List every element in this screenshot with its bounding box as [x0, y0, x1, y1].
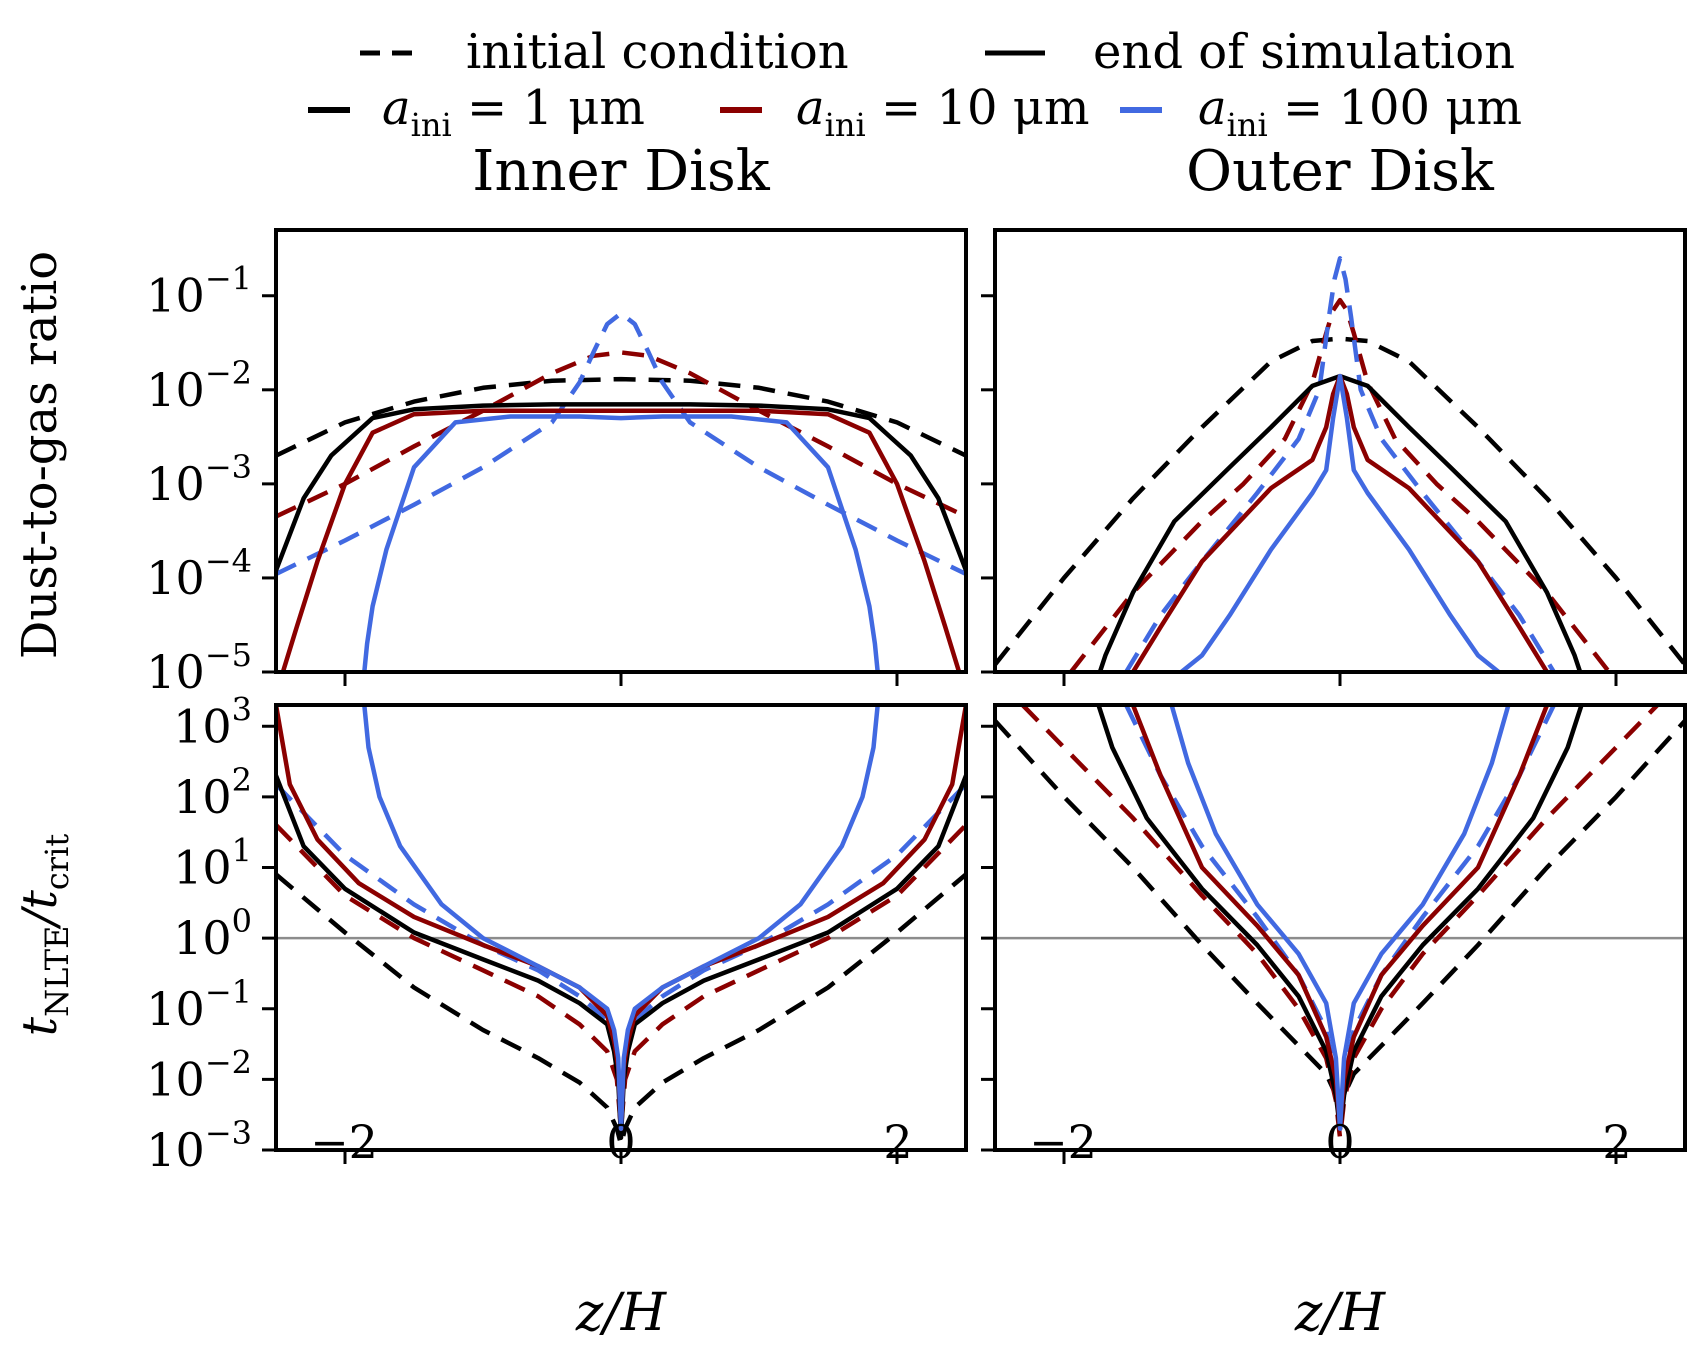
series-line-dashed — [1124, 256, 1556, 672]
panel-inner-top — [262, 228, 968, 686]
panel-inner-bottom — [262, 703, 968, 1164]
y-ticklabel: 10−2 — [146, 354, 252, 417]
series-line-solid — [276, 705, 966, 1131]
series-line-solid — [276, 402, 966, 572]
series-line-solid — [1096, 705, 1584, 1131]
legend-label-10um: aini = 10 μm — [796, 80, 1089, 144]
series-line-solid — [1179, 373, 1501, 672]
y-ticklabels-top: 10−1 10−2 10−3 10−4 10−5 — [146, 260, 252, 699]
x-ticklabel: −2 — [1029, 1115, 1097, 1169]
x-ticklabel: 0 — [1325, 1115, 1354, 1169]
y-ticklabel: 10−3 — [146, 448, 252, 511]
series-line-solid — [1097, 373, 1583, 672]
y-ticklabel: 10−4 — [146, 542, 252, 605]
series-line-dashed — [995, 336, 1685, 667]
axes-frame — [993, 228, 1687, 674]
y-ticklabel: 10−1 — [146, 973, 252, 1036]
series-line-dashed — [276, 376, 966, 458]
x-ticklabels-inner: −2 0 2 — [310, 1115, 913, 1169]
series-line-solid — [1130, 705, 1550, 1131]
series-line-solid — [362, 705, 880, 1131]
series-line-dashed — [276, 311, 966, 577]
x-ticklabel: −2 — [310, 1115, 378, 1169]
ylabel-top: Dust-to-gas ratio — [12, 251, 68, 659]
y-ticklabel: 10−3 — [146, 1114, 252, 1177]
x-ticklabel: 0 — [606, 1115, 635, 1169]
y-ticklabel: 102 — [173, 761, 252, 824]
y-ticklabel: 100 — [173, 902, 252, 965]
y-ticklabel: 10−1 — [146, 260, 252, 323]
y-ticklabel: 10−5 — [146, 636, 252, 699]
legend-label-100um: aini = 100 μm — [1198, 80, 1522, 144]
axes-frame — [993, 703, 1687, 1152]
ylabel-bottom: tNLTE/tcrit — [12, 834, 76, 1037]
series-line-solid — [1169, 705, 1511, 1131]
series-line-dashed — [1069, 297, 1611, 672]
panel-outer-top — [981, 228, 1687, 686]
legend-label-1um: aini = 1 μm — [382, 80, 645, 144]
column-title-inner: Inner Disk — [472, 139, 771, 204]
column-title-outer: Outer Disk — [1186, 139, 1495, 204]
x-ticklabel: 2 — [883, 1115, 912, 1169]
series-line-dashed — [276, 350, 966, 519]
x-ticklabels-outer: −2 0 2 — [1029, 1115, 1632, 1169]
y-ticklabels-bottom: 103 102 101 100 10−1 10−2 10−3 — [146, 690, 252, 1177]
series-line-solid — [280, 408, 962, 672]
axes-frame — [274, 228, 968, 674]
panel-outer-bottom — [981, 703, 1687, 1164]
xlabel-outer: z/H — [1294, 1283, 1387, 1343]
y-ticklabel: 10−2 — [146, 1043, 252, 1106]
y-ticklabel: 103 — [173, 690, 252, 753]
series-line-solid — [362, 414, 880, 672]
xlabel-inner: z/H — [575, 1283, 668, 1343]
series-line-dashed — [1020, 705, 1660, 1140]
y-ticklabel: 101 — [173, 832, 252, 895]
x-ticklabel: 2 — [1602, 1115, 1631, 1169]
series-line-solid — [276, 774, 966, 1140]
series-line-solid — [1131, 373, 1549, 672]
legend: initial condition end of simulation aini… — [308, 24, 1522, 144]
legend-label-end-of-simulation: end of simulation — [1093, 24, 1515, 80]
series-line-dashed — [276, 823, 966, 1131]
series-line-dashed — [1124, 705, 1556, 1131]
legend-label-initial-condition: initial condition — [466, 24, 849, 80]
